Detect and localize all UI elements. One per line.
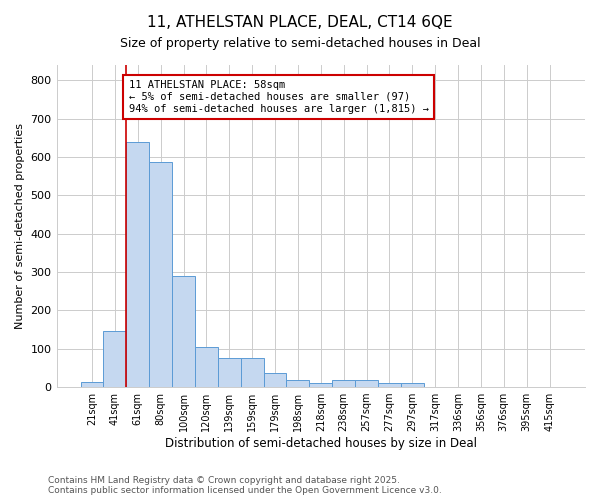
Bar bbox=[195, 347, 218, 387]
Text: Contains HM Land Registry data © Crown copyright and database right 2025.
Contai: Contains HM Land Registry data © Crown c… bbox=[48, 476, 442, 495]
Text: 11, ATHELSTAN PLACE, DEAL, CT14 6QE: 11, ATHELSTAN PLACE, DEAL, CT14 6QE bbox=[147, 15, 453, 30]
Text: Size of property relative to semi-detached houses in Deal: Size of property relative to semi-detach… bbox=[119, 38, 481, 51]
Bar bbox=[263, 373, 286, 387]
Bar bbox=[310, 383, 332, 387]
Y-axis label: Number of semi-detached properties: Number of semi-detached properties bbox=[15, 123, 25, 329]
Bar bbox=[378, 383, 401, 387]
Bar bbox=[127, 142, 149, 387]
Bar bbox=[401, 383, 424, 387]
Bar bbox=[332, 380, 355, 387]
Bar bbox=[355, 380, 378, 387]
Bar bbox=[149, 162, 172, 387]
Bar bbox=[218, 358, 241, 387]
Bar bbox=[103, 330, 127, 387]
Bar bbox=[172, 276, 195, 387]
X-axis label: Distribution of semi-detached houses by size in Deal: Distribution of semi-detached houses by … bbox=[165, 437, 477, 450]
Bar bbox=[241, 358, 263, 387]
Text: 11 ATHELSTAN PLACE: 58sqm
← 5% of semi-detached houses are smaller (97)
94% of s: 11 ATHELSTAN PLACE: 58sqm ← 5% of semi-d… bbox=[128, 80, 428, 114]
Bar bbox=[80, 382, 103, 387]
Bar bbox=[286, 380, 310, 387]
